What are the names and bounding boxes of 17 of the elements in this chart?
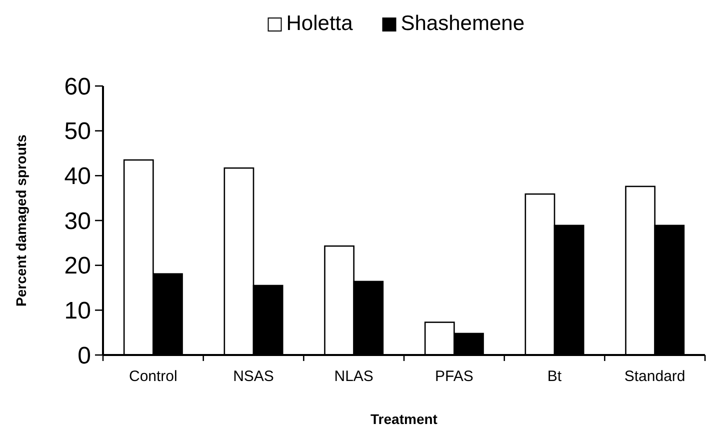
y-tick-label: 50 — [64, 118, 91, 146]
y-tick-label: 30 — [64, 208, 91, 235]
x-tick-label: Control — [128, 368, 178, 385]
x-tick-label: Standard — [624, 368, 686, 385]
y-tick-label: 60 — [64, 73, 91, 100]
x-tick-label: PFAS — [434, 368, 474, 385]
legend-label: Holetta — [286, 12, 354, 35]
x-tick-label: Bt — [547, 368, 562, 385]
y-tick-label: 40 — [64, 163, 91, 190]
x-axis-title: Treatment — [370, 411, 438, 427]
y-tick-label: 10 — [64, 298, 91, 325]
x-tick-label: NLAS — [334, 368, 374, 385]
y-tick-label: 0 — [78, 342, 91, 370]
legend-label: Shashemene — [400, 12, 525, 35]
y-tick-label: 20 — [64, 252, 91, 280]
y-axis-title: Percent damaged sprouts — [13, 134, 29, 306]
x-tick-label: NSAS — [233, 368, 274, 385]
